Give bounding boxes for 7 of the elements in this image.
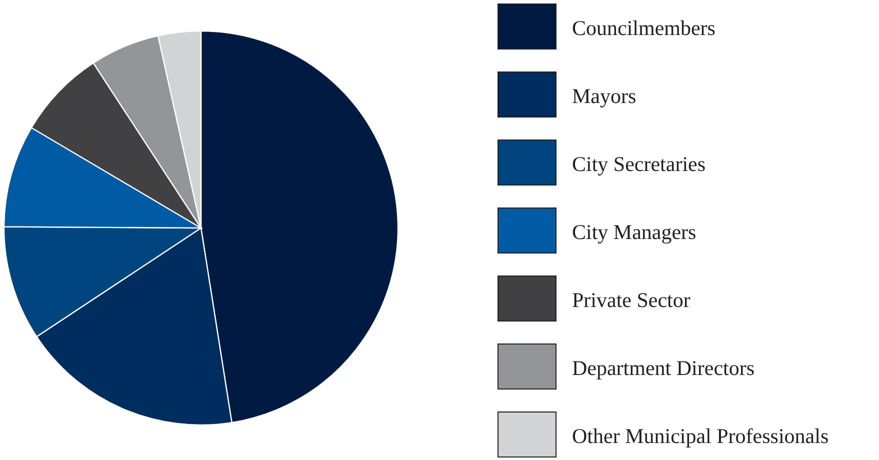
legend-label: Councilmembers	[572, 16, 716, 40]
legend-label: Other Municipal Professionals	[572, 424, 829, 448]
legend-label: Department Directors	[572, 356, 755, 380]
legend-label: City Managers	[572, 220, 696, 244]
legend-label: Mayors	[572, 84, 636, 108]
legend-label: Private Sector	[572, 288, 690, 312]
legend-label: City Secretaries	[572, 152, 706, 176]
